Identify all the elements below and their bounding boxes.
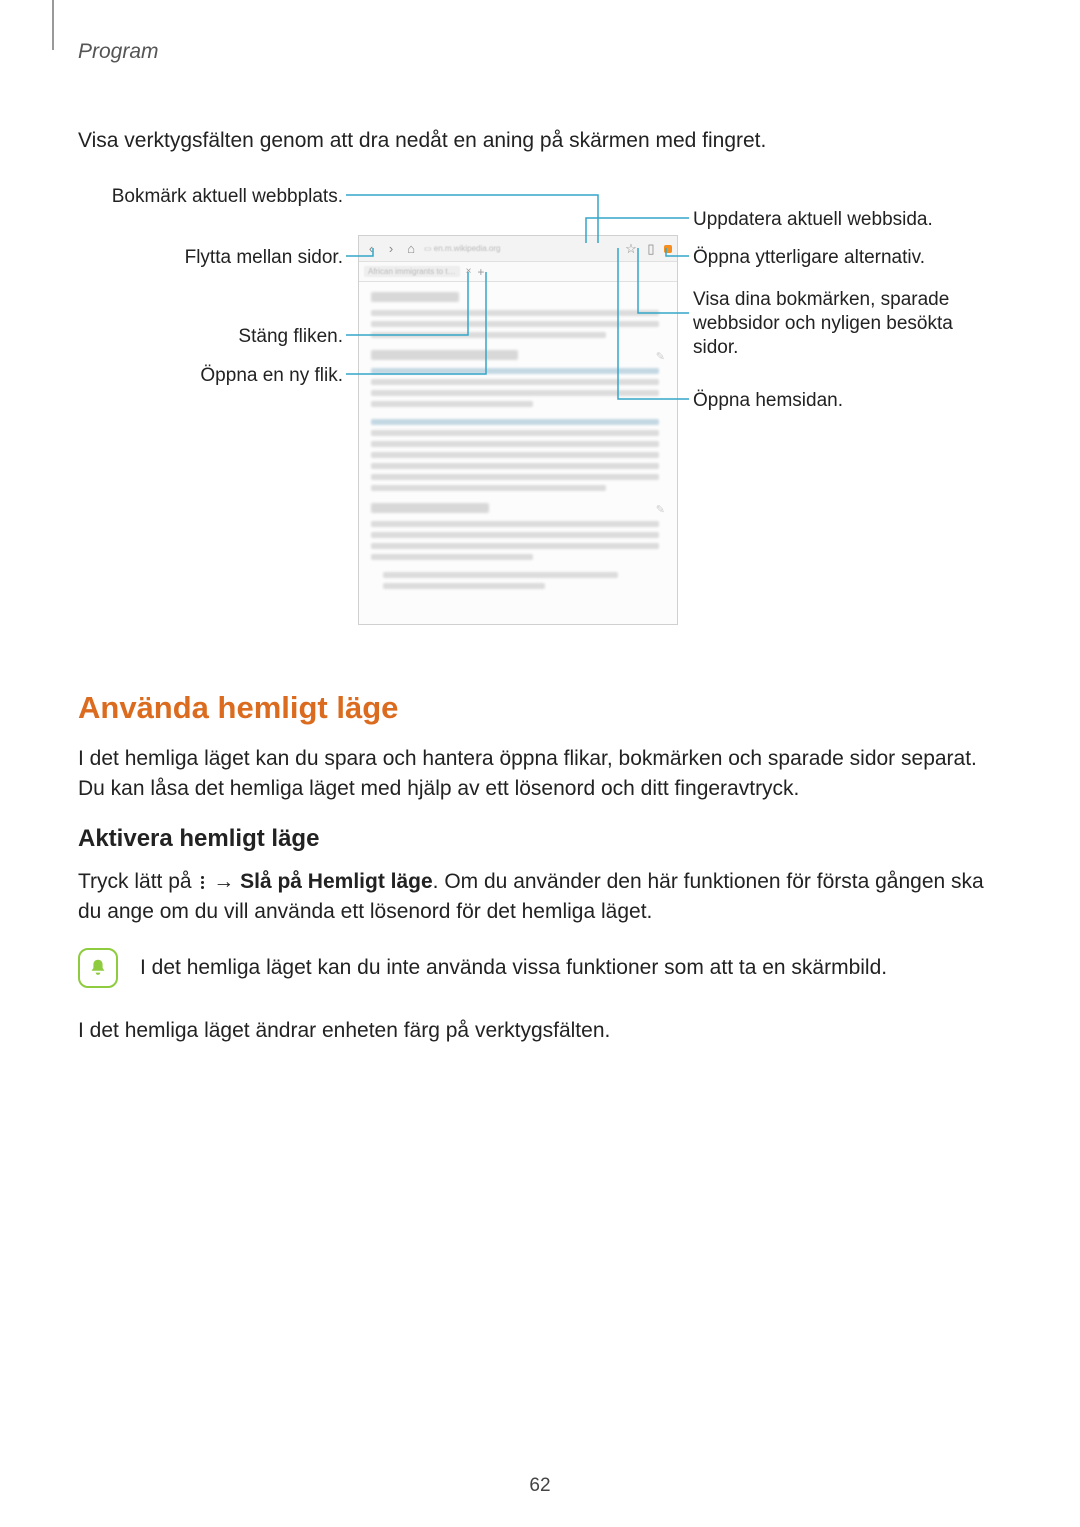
more-options-icon: [199, 874, 205, 891]
browser-body: ✎ ✎: [359, 282, 677, 624]
forward-icon: ›: [384, 241, 398, 256]
callout-navigate: Flytta mellan sidor.: [78, 246, 343, 270]
subsection-heading: Aktivera hemligt läge: [78, 825, 1002, 853]
callout-close-tab: Stäng fliken.: [78, 325, 343, 349]
closing-paragraph: I det hemliga läget ändrar enheten färg …: [78, 1016, 1002, 1045]
menu-icon: [664, 245, 672, 253]
callout-more-options: Öppna ytterligare alternativ.: [693, 246, 983, 270]
url-bar: ▭ en.m.wikipedia.org: [424, 244, 618, 253]
tab-close-icon: ×: [466, 266, 472, 277]
home-icon: ⌂: [404, 241, 418, 256]
callout-new-tab: Öppna en ny flik.: [78, 364, 343, 388]
edit-icon: ✎: [656, 350, 665, 363]
edit-icon: ✎: [656, 503, 665, 516]
note-row: I det hemliga läget kan du inte använda …: [78, 948, 1002, 988]
tab-new-icon: +: [477, 265, 484, 279]
browser-toolbar: ‹ › ⌂ ▭ en.m.wikipedia.org ☆ ▯: [359, 236, 677, 262]
section-paragraph: I det hemliga läget kan du spara och han…: [78, 744, 1002, 803]
callout-home: Öppna hemsidan.: [693, 389, 983, 413]
bookmarks-icon: ▯: [644, 241, 658, 257]
subsection-paragraph: Tryck lätt på → Slå på Hemligt läge. Om …: [78, 867, 1002, 926]
section-label: Program: [78, 40, 1002, 64]
callout-bookmarks-list: Visa dina bokmärken, sparade webbsidor o…: [693, 288, 983, 359]
callout-refresh: Uppdatera aktuell webbsida.: [693, 208, 983, 232]
section-heading: Använda hemligt läge: [78, 690, 1002, 726]
arrow-glyph: →: [213, 870, 234, 893]
tab-label: African immigrants to t…: [364, 266, 460, 277]
intro-paragraph: Visa verktygsfälten genom att dra nedåt …: [78, 126, 1002, 155]
page-number: 62: [0, 1475, 1080, 1497]
callout-bookmark: Bokmärk aktuell webbplats.: [78, 185, 343, 209]
browser-mockup: ‹ › ⌂ ▭ en.m.wikipedia.org ☆ ▯ African i…: [358, 235, 678, 625]
browser-tabbar: African immigrants to t… × +: [359, 262, 677, 282]
diagram-area: Bokmärk aktuell webbplats. Flytta mellan…: [78, 180, 1002, 650]
page-content: Program Visa verktygsfälten genom att dr…: [0, 0, 1080, 1527]
sub-text-bold: Slå på Hemligt läge: [240, 870, 433, 893]
note-text: I det hemliga läget kan du inte använda …: [140, 953, 887, 982]
note-bell-icon: [78, 948, 118, 988]
sub-text-before: Tryck lätt på: [78, 870, 197, 893]
back-icon: ‹: [364, 241, 378, 256]
star-icon: ☆: [624, 241, 638, 257]
